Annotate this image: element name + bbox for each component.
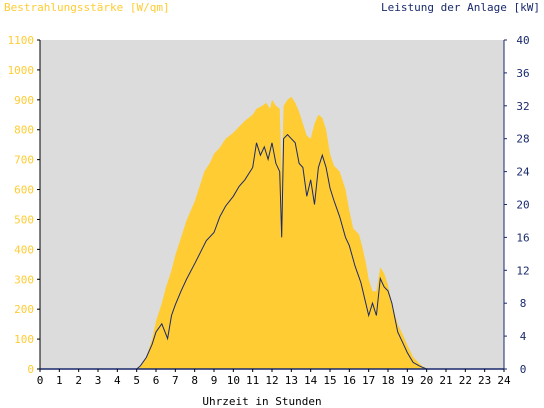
x-tick-label: 3 bbox=[95, 374, 102, 387]
x-tick-label: 23 bbox=[478, 374, 491, 387]
x-tick-label: 11 bbox=[246, 374, 259, 387]
right-tick-label: 40 bbox=[516, 34, 529, 47]
x-tick-label: 6 bbox=[153, 374, 160, 387]
power-line bbox=[40, 133, 504, 370]
x-tick-label: 20 bbox=[420, 374, 433, 387]
x-tick-label: 14 bbox=[304, 374, 318, 387]
left-axis-label: Bestrahlungsstärke [W/qm] bbox=[4, 1, 170, 14]
right-tick-label: 24 bbox=[516, 166, 530, 179]
left-tick-label: 500 bbox=[14, 213, 34, 226]
x-tick-label: 7 bbox=[172, 374, 179, 387]
left-tick-label: 900 bbox=[14, 94, 34, 107]
x-tick-label: 22 bbox=[459, 374, 472, 387]
x-tick-label: 21 bbox=[439, 374, 452, 387]
left-tick-label: 400 bbox=[14, 243, 34, 256]
x-tick-label: 0 bbox=[37, 374, 44, 387]
x-tick-labels: 0 1 2 3 4 5 6 7 8 9 10 11 12 13 14 15 16 17 18 19 20 21 22 23 24 bbox=[37, 369, 511, 387]
right-tick-label: 36 bbox=[516, 67, 529, 80]
right-tick-label: 8 bbox=[520, 297, 527, 310]
x-tick-label: 18 bbox=[381, 374, 394, 387]
x-tick-label: 19 bbox=[401, 374, 414, 387]
left-tick-label: 200 bbox=[14, 303, 34, 316]
right-axis-label: Leistung der Anlage [kW] bbox=[381, 1, 540, 14]
right-tick-label: 16 bbox=[516, 231, 529, 244]
x-tick-label: 13 bbox=[285, 374, 298, 387]
right-tick-label: 32 bbox=[516, 100, 529, 113]
left-tick-label: 700 bbox=[14, 154, 34, 167]
x-tick-label: 8 bbox=[191, 374, 198, 387]
x-tick-label: 1 bbox=[56, 374, 63, 387]
left-tick-label: 100 bbox=[14, 333, 34, 346]
right-tick-label: 20 bbox=[516, 199, 529, 212]
left-tick-labels: 0 100 200 300 400 500 600 700 800 900 1000 1100 bbox=[8, 34, 40, 376]
right-tick-label: 0 bbox=[520, 363, 527, 376]
left-tick-label: 1000 bbox=[8, 64, 35, 77]
x-tick-label: 10 bbox=[227, 374, 240, 387]
right-tick-label: 28 bbox=[516, 133, 529, 146]
x-tick-label: 4 bbox=[114, 374, 121, 387]
x-tick-label: 15 bbox=[323, 374, 336, 387]
irradiance-area bbox=[40, 96, 504, 370]
left-tick-label: 0 bbox=[27, 363, 34, 376]
left-tick-label: 800 bbox=[14, 124, 34, 137]
left-tick-label: 1100 bbox=[8, 34, 35, 47]
x-tick-label: 16 bbox=[343, 374, 356, 387]
right-tick-label: 12 bbox=[516, 264, 529, 277]
x-tick-label: 5 bbox=[133, 374, 140, 387]
left-tick-label: 600 bbox=[14, 184, 34, 197]
x-axis-label: Uhrzeit in Stunden bbox=[202, 395, 321, 408]
x-tick-label: 12 bbox=[265, 374, 278, 387]
right-tick-labels: 0 4 8 12 16 20 24 28 32 36 40 bbox=[504, 34, 530, 376]
x-tick-label: 24 bbox=[497, 374, 511, 387]
right-tick-label: 4 bbox=[520, 330, 527, 343]
x-tick-label: 17 bbox=[362, 374, 375, 387]
power-line-group bbox=[40, 133, 504, 370]
x-tick-label: 2 bbox=[75, 374, 82, 387]
x-tick-label: 9 bbox=[211, 374, 218, 387]
left-tick-label: 300 bbox=[14, 273, 34, 286]
irradiance-area-group bbox=[40, 96, 504, 370]
